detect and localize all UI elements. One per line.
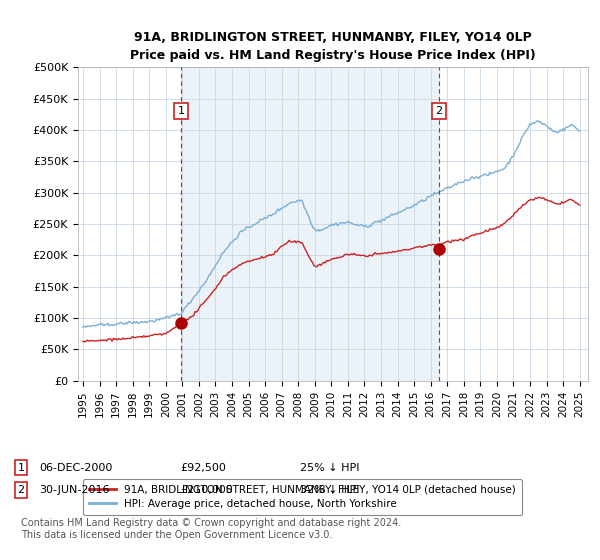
Text: £210,000: £210,000 [180,485,233,495]
Text: 30-JUN-2016: 30-JUN-2016 [39,485,110,495]
Legend: 91A, BRIDLINGTON STREET, HUNMANBY, FILEY, YO14 0LP (detached house), HPI: Averag: 91A, BRIDLINGTON STREET, HUNMANBY, FILEY… [83,479,522,515]
Text: £92,500: £92,500 [180,463,226,473]
Text: 06-DEC-2000: 06-DEC-2000 [39,463,112,473]
Text: 1: 1 [178,106,184,116]
Text: 1: 1 [17,463,25,473]
Bar [181,67,439,381]
Text: 32% ↓ HPI: 32% ↓ HPI [300,485,359,495]
Text: 2: 2 [17,485,25,495]
Text: Contains HM Land Registry data © Crown copyright and database right 2024.
This d: Contains HM Land Registry data © Crown c… [21,518,401,540]
Text: 25% ↓ HPI: 25% ↓ HPI [300,463,359,473]
Text: 2: 2 [436,106,443,116]
Title: 91A, BRIDLINGTON STREET, HUNMANBY, FILEY, YO14 0LP
Price paid vs. HM Land Regist: 91A, BRIDLINGTON STREET, HUNMANBY, FILEY… [130,31,536,62]
